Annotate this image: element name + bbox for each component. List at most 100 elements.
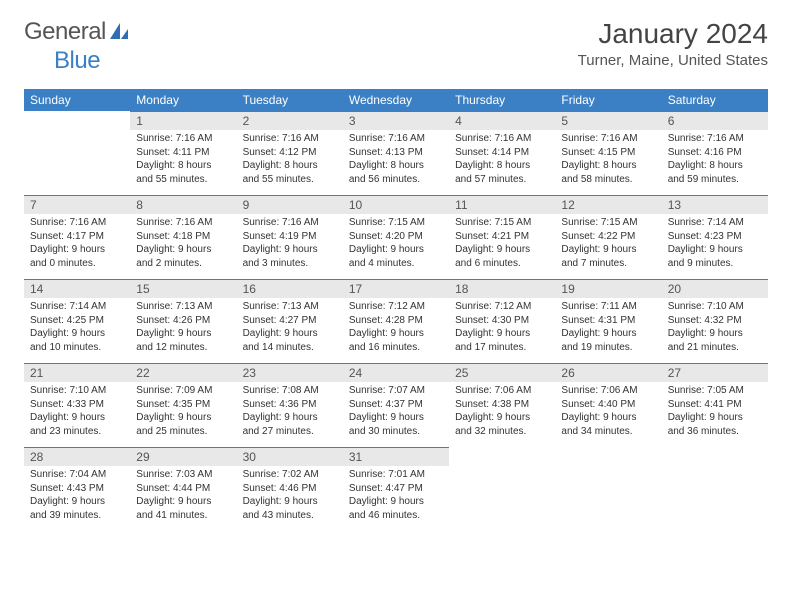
day-number: 4 — [449, 111, 555, 130]
calendar-row: 14Sunrise: 7:14 AMSunset: 4:25 PMDayligh… — [24, 279, 768, 363]
day-body: Sunrise: 7:03 AMSunset: 4:44 PMDaylight:… — [130, 466, 236, 526]
calendar-cell: 12Sunrise: 7:15 AMSunset: 4:22 PMDayligh… — [555, 195, 661, 279]
calendar-cell: 18Sunrise: 7:12 AMSunset: 4:30 PMDayligh… — [449, 279, 555, 363]
day-body: Sunrise: 7:13 AMSunset: 4:27 PMDaylight:… — [237, 298, 343, 358]
day-number: 26 — [555, 363, 661, 382]
calendar-cell: 27Sunrise: 7:05 AMSunset: 4:41 PMDayligh… — [662, 363, 768, 447]
calendar-cell: 14Sunrise: 7:14 AMSunset: 4:25 PMDayligh… — [24, 279, 130, 363]
calendar-cell: 6Sunrise: 7:16 AMSunset: 4:16 PMDaylight… — [662, 111, 768, 195]
calendar-table: SundayMondayTuesdayWednesdayThursdayFrid… — [24, 89, 768, 531]
day-body: Sunrise: 7:02 AMSunset: 4:46 PMDaylight:… — [237, 466, 343, 526]
calendar-row: 7Sunrise: 7:16 AMSunset: 4:17 PMDaylight… — [24, 195, 768, 279]
calendar-cell: 28Sunrise: 7:04 AMSunset: 4:43 PMDayligh… — [24, 447, 130, 531]
day-number: 5 — [555, 111, 661, 130]
calendar-cell: 9Sunrise: 7:16 AMSunset: 4:19 PMDaylight… — [237, 195, 343, 279]
calendar-cell: 31Sunrise: 7:01 AMSunset: 4:47 PMDayligh… — [343, 447, 449, 531]
calendar-cell — [449, 447, 555, 531]
calendar-cell: 25Sunrise: 7:06 AMSunset: 4:38 PMDayligh… — [449, 363, 555, 447]
logo-word1: General — [24, 18, 106, 46]
day-number: 9 — [237, 195, 343, 214]
logo-sail-icon — [108, 21, 130, 46]
day-body: Sunrise: 7:15 AMSunset: 4:20 PMDaylight:… — [343, 214, 449, 274]
day-number: 25 — [449, 363, 555, 382]
calendar-cell: 3Sunrise: 7:16 AMSunset: 4:13 PMDaylight… — [343, 111, 449, 195]
day-number: 28 — [24, 447, 130, 466]
calendar-cell: 15Sunrise: 7:13 AMSunset: 4:26 PMDayligh… — [130, 279, 236, 363]
calendar-cell: 13Sunrise: 7:14 AMSunset: 4:23 PMDayligh… — [662, 195, 768, 279]
calendar-cell: 16Sunrise: 7:13 AMSunset: 4:27 PMDayligh… — [237, 279, 343, 363]
day-body: Sunrise: 7:04 AMSunset: 4:43 PMDaylight:… — [24, 466, 130, 526]
day-number: 29 — [130, 447, 236, 466]
calendar-head: SundayMondayTuesdayWednesdayThursdayFrid… — [24, 89, 768, 111]
calendar-cell: 4Sunrise: 7:16 AMSunset: 4:14 PMDaylight… — [449, 111, 555, 195]
day-body: Sunrise: 7:16 AMSunset: 4:17 PMDaylight:… — [24, 214, 130, 274]
day-body: Sunrise: 7:16 AMSunset: 4:12 PMDaylight:… — [237, 130, 343, 190]
day-body: Sunrise: 7:14 AMSunset: 4:25 PMDaylight:… — [24, 298, 130, 358]
calendar-cell — [662, 447, 768, 531]
day-number: 14 — [24, 279, 130, 298]
calendar-cell: 2Sunrise: 7:16 AMSunset: 4:12 PMDaylight… — [237, 111, 343, 195]
day-number: 10 — [343, 195, 449, 214]
day-body: Sunrise: 7:16 AMSunset: 4:11 PMDaylight:… — [130, 130, 236, 190]
day-body: Sunrise: 7:16 AMSunset: 4:13 PMDaylight:… — [343, 130, 449, 190]
calendar-cell: 17Sunrise: 7:12 AMSunset: 4:28 PMDayligh… — [343, 279, 449, 363]
day-header: Tuesday — [237, 89, 343, 111]
day-number: 20 — [662, 279, 768, 298]
title-block: January 2024 Turner, Maine, United State… — [578, 18, 768, 69]
day-number: 15 — [130, 279, 236, 298]
calendar-cell: 23Sunrise: 7:08 AMSunset: 4:36 PMDayligh… — [237, 363, 343, 447]
calendar-cell: 7Sunrise: 7:16 AMSunset: 4:17 PMDaylight… — [24, 195, 130, 279]
day-body: Sunrise: 7:05 AMSunset: 4:41 PMDaylight:… — [662, 382, 768, 442]
day-body: Sunrise: 7:16 AMSunset: 4:14 PMDaylight:… — [449, 130, 555, 190]
calendar-cell: 8Sunrise: 7:16 AMSunset: 4:18 PMDaylight… — [130, 195, 236, 279]
calendar-cell: 20Sunrise: 7:10 AMSunset: 4:32 PMDayligh… — [662, 279, 768, 363]
day-body: Sunrise: 7:13 AMSunset: 4:26 PMDaylight:… — [130, 298, 236, 358]
calendar-cell: 19Sunrise: 7:11 AMSunset: 4:31 PMDayligh… — [555, 279, 661, 363]
day-body: Sunrise: 7:16 AMSunset: 4:16 PMDaylight:… — [662, 130, 768, 190]
calendar-row: 21Sunrise: 7:10 AMSunset: 4:33 PMDayligh… — [24, 363, 768, 447]
calendar-cell: 21Sunrise: 7:10 AMSunset: 4:33 PMDayligh… — [24, 363, 130, 447]
day-number: 18 — [449, 279, 555, 298]
day-number: 11 — [449, 195, 555, 214]
logo-word2: Blue — [54, 47, 100, 75]
day-header: Wednesday — [343, 89, 449, 111]
day-number: 13 — [662, 195, 768, 214]
calendar-cell: 26Sunrise: 7:06 AMSunset: 4:40 PMDayligh… — [555, 363, 661, 447]
day-body: Sunrise: 7:06 AMSunset: 4:40 PMDaylight:… — [555, 382, 661, 442]
day-body: Sunrise: 7:11 AMSunset: 4:31 PMDaylight:… — [555, 298, 661, 358]
day-number: 16 — [237, 279, 343, 298]
day-number: 17 — [343, 279, 449, 298]
calendar-row: 28Sunrise: 7:04 AMSunset: 4:43 PMDayligh… — [24, 447, 768, 531]
day-header: Thursday — [449, 89, 555, 111]
calendar-cell: 22Sunrise: 7:09 AMSunset: 4:35 PMDayligh… — [130, 363, 236, 447]
day-body: Sunrise: 7:15 AMSunset: 4:22 PMDaylight:… — [555, 214, 661, 274]
day-number: 1 — [130, 111, 236, 130]
calendar-cell: 11Sunrise: 7:15 AMSunset: 4:21 PMDayligh… — [449, 195, 555, 279]
calendar-cell — [24, 111, 130, 195]
month-title: January 2024 — [578, 18, 768, 50]
day-number: 21 — [24, 363, 130, 382]
day-number: 3 — [343, 111, 449, 130]
calendar-cell: 5Sunrise: 7:16 AMSunset: 4:15 PMDaylight… — [555, 111, 661, 195]
day-number: 27 — [662, 363, 768, 382]
calendar-cell — [555, 447, 661, 531]
day-body: Sunrise: 7:01 AMSunset: 4:47 PMDaylight:… — [343, 466, 449, 526]
day-header: Saturday — [662, 89, 768, 111]
calendar-cell: 29Sunrise: 7:03 AMSunset: 4:44 PMDayligh… — [130, 447, 236, 531]
location: Turner, Maine, United States — [578, 52, 768, 69]
day-body: Sunrise: 7:16 AMSunset: 4:19 PMDaylight:… — [237, 214, 343, 274]
calendar-cell: 10Sunrise: 7:15 AMSunset: 4:20 PMDayligh… — [343, 195, 449, 279]
day-header: Sunday — [24, 89, 130, 111]
day-number: 12 — [555, 195, 661, 214]
day-body: Sunrise: 7:10 AMSunset: 4:32 PMDaylight:… — [662, 298, 768, 358]
day-body: Sunrise: 7:16 AMSunset: 4:18 PMDaylight:… — [130, 214, 236, 274]
day-body: Sunrise: 7:07 AMSunset: 4:37 PMDaylight:… — [343, 382, 449, 442]
day-body: Sunrise: 7:10 AMSunset: 4:33 PMDaylight:… — [24, 382, 130, 442]
calendar-cell: 24Sunrise: 7:07 AMSunset: 4:37 PMDayligh… — [343, 363, 449, 447]
day-number: 19 — [555, 279, 661, 298]
day-number: 2 — [237, 111, 343, 130]
calendar-body: 1Sunrise: 7:16 AMSunset: 4:11 PMDaylight… — [24, 111, 768, 531]
day-header: Friday — [555, 89, 661, 111]
day-body: Sunrise: 7:09 AMSunset: 4:35 PMDaylight:… — [130, 382, 236, 442]
logo: General — [24, 18, 132, 46]
